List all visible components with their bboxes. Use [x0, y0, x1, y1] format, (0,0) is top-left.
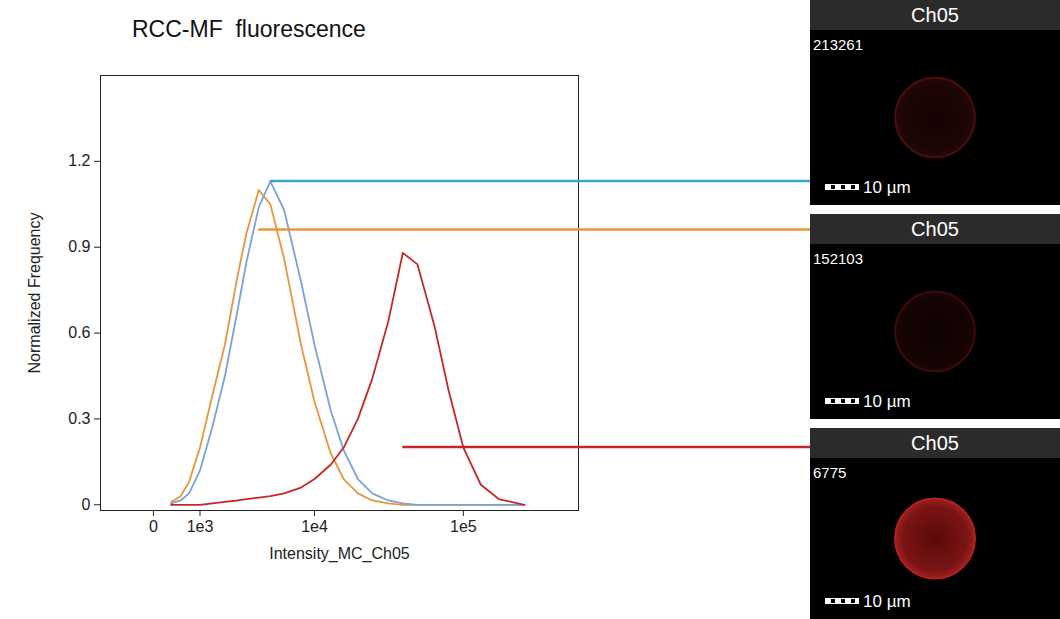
svg-text:6775: 6775 — [813, 464, 846, 481]
svg-text:Normalized Frequency: Normalized Frequency — [26, 213, 43, 374]
svg-text:Ch05: Ch05 — [911, 432, 959, 454]
svg-text:1e5: 1e5 — [450, 518, 477, 535]
svg-text:213261: 213261 — [813, 36, 863, 53]
svg-text:0.6: 0.6 — [68, 324, 90, 341]
svg-text:0.9: 0.9 — [68, 238, 90, 255]
svg-text:10 µm: 10 µm — [863, 178, 911, 197]
svg-text:0: 0 — [82, 496, 91, 513]
svg-text:1e4: 1e4 — [301, 518, 328, 535]
svg-text:10 µm: 10 µm — [863, 592, 911, 611]
svg-text:Ch05: Ch05 — [911, 218, 959, 240]
svg-text:0: 0 — [149, 518, 158, 535]
svg-text:1e3: 1e3 — [187, 518, 214, 535]
svg-text:0.3: 0.3 — [68, 410, 90, 427]
svg-text:Ch05: Ch05 — [911, 4, 959, 26]
svg-text:10 µm: 10 µm — [863, 392, 911, 411]
svg-text:Intensity_MC_Ch05: Intensity_MC_Ch05 — [269, 545, 410, 563]
html-text:RCC-MF fluorescence: RCC-MF fluorescence — [132, 16, 366, 42]
svg-text:152103: 152103 — [813, 250, 863, 267]
svg-text:1.2: 1.2 — [68, 152, 90, 169]
